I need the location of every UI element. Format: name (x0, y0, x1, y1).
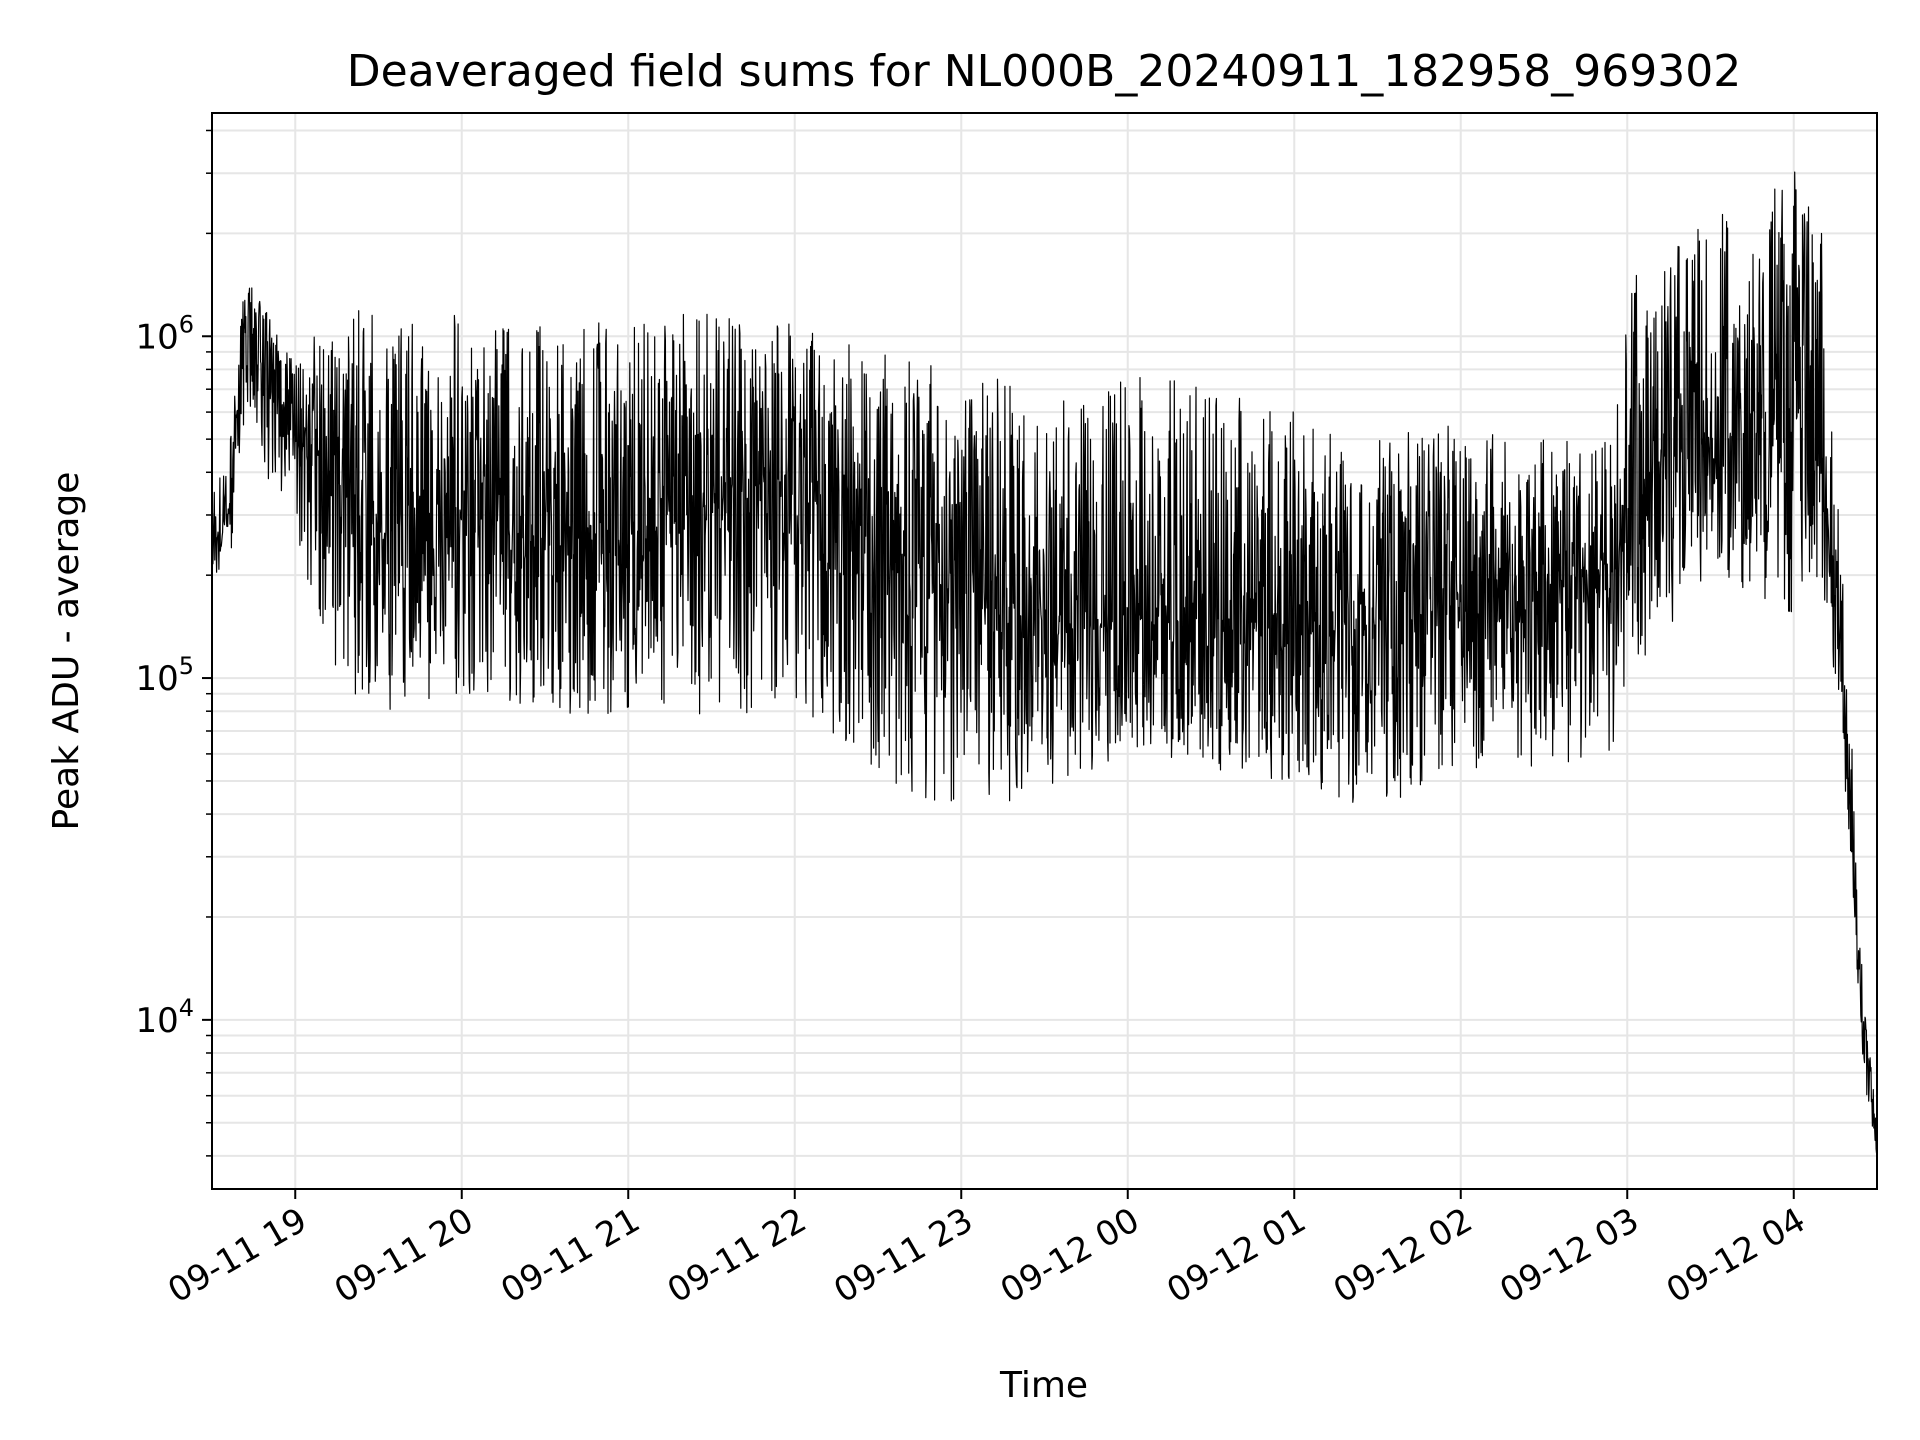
x-axis-label: Time (999, 1365, 1088, 1406)
y-tick-label: 106 (135, 310, 194, 357)
y-axis: 104 105 106 (135, 129, 212, 1157)
series-line (211, 171, 1878, 1156)
y-axis-label: Peak ADU - average (46, 472, 87, 831)
chart-title: Deaveraged field sums for NL000B_2024091… (347, 46, 1741, 97)
data-layer (211, 171, 1878, 1156)
y-tick-label: 105 (135, 652, 194, 699)
y-tick-label: 104 (135, 994, 194, 1041)
plot-frame (211, 112, 1878, 1190)
grid (212, 113, 1877, 1189)
